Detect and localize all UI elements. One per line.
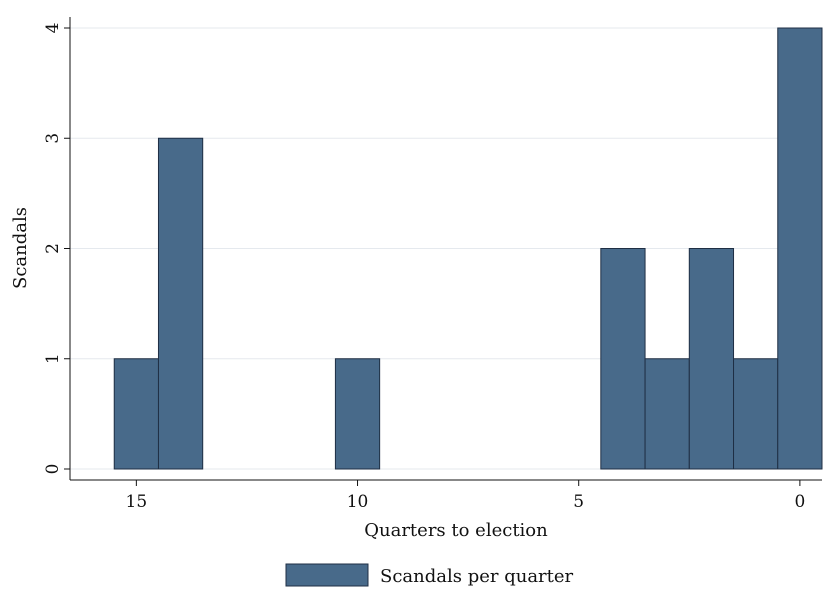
y-tick-label: 2 <box>43 243 63 254</box>
y-tick-label: 0 <box>43 464 63 475</box>
bar <box>600 248 646 470</box>
y-tick-label: 4 <box>43 23 63 34</box>
x-axis-title: Quarters to election <box>364 520 548 541</box>
x-tick-label: 15 <box>126 492 148 512</box>
bar <box>157 137 204 470</box>
y-axis-title: Scandals <box>10 207 31 289</box>
bar <box>733 358 779 470</box>
legend-label: Scandals per quarter <box>380 566 574 587</box>
y-tick-label: 3 <box>43 133 63 144</box>
x-axis-ticks: 15 10 5 0 <box>126 480 805 512</box>
x-tick-label: 5 <box>573 492 584 512</box>
bar <box>688 248 735 470</box>
bar <box>777 27 823 470</box>
legend: Scandals per quarter <box>285 563 574 587</box>
bar <box>644 358 690 470</box>
y-tick-label: 1 <box>43 353 63 364</box>
y-axis-ticks: 0 1 2 3 4 <box>43 23 70 475</box>
bar <box>334 358 381 470</box>
x-tick-label: 0 <box>794 492 805 512</box>
bar <box>113 358 159 470</box>
legend-swatch <box>285 563 369 587</box>
bars <box>113 27 823 470</box>
x-tick-label: 10 <box>347 492 369 512</box>
